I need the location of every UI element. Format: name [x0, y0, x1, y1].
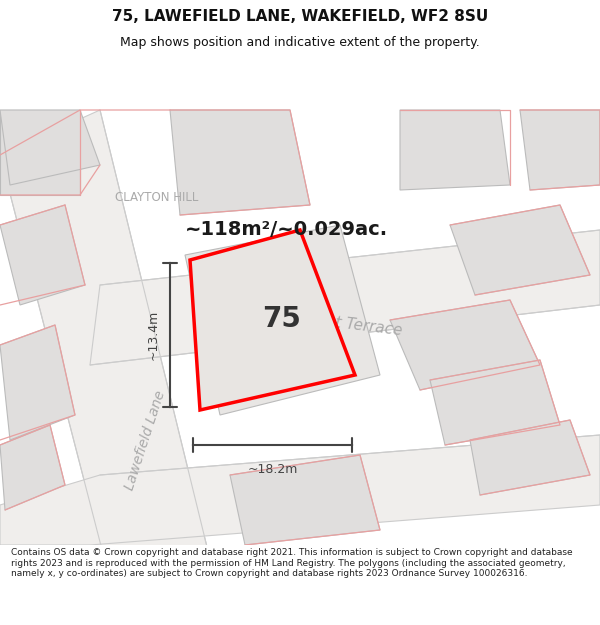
Text: ~13.4m: ~13.4m — [147, 310, 160, 360]
Text: ~118m²/~0.029ac.: ~118m²/~0.029ac. — [185, 221, 388, 239]
Polygon shape — [0, 110, 100, 185]
Text: ~18.2m: ~18.2m — [247, 463, 298, 476]
Polygon shape — [520, 110, 600, 190]
Polygon shape — [0, 435, 600, 545]
Text: Clemont Terrace: Clemont Terrace — [277, 308, 403, 338]
Text: Map shows position and indicative extent of the property.: Map shows position and indicative extent… — [120, 36, 480, 49]
Text: CLAYTON HILL: CLAYTON HILL — [115, 191, 199, 204]
Polygon shape — [470, 420, 590, 495]
Polygon shape — [0, 205, 85, 305]
Text: Lawefield Lane: Lawefield Lane — [122, 389, 168, 491]
Polygon shape — [0, 325, 75, 440]
Text: 75: 75 — [262, 305, 301, 332]
Polygon shape — [170, 110, 310, 215]
Polygon shape — [90, 230, 600, 365]
Polygon shape — [0, 110, 220, 600]
Polygon shape — [0, 425, 65, 510]
Text: Contains OS data © Crown copyright and database right 2021. This information is : Contains OS data © Crown copyright and d… — [11, 548, 572, 578]
Polygon shape — [450, 205, 590, 295]
Polygon shape — [400, 110, 510, 190]
Polygon shape — [390, 300, 540, 390]
Polygon shape — [190, 230, 355, 410]
Polygon shape — [185, 225, 380, 415]
Polygon shape — [230, 455, 380, 545]
Polygon shape — [430, 360, 560, 445]
Polygon shape — [0, 110, 80, 195]
Text: 75, LAWEFIELD LANE, WAKEFIELD, WF2 8SU: 75, LAWEFIELD LANE, WAKEFIELD, WF2 8SU — [112, 9, 488, 24]
